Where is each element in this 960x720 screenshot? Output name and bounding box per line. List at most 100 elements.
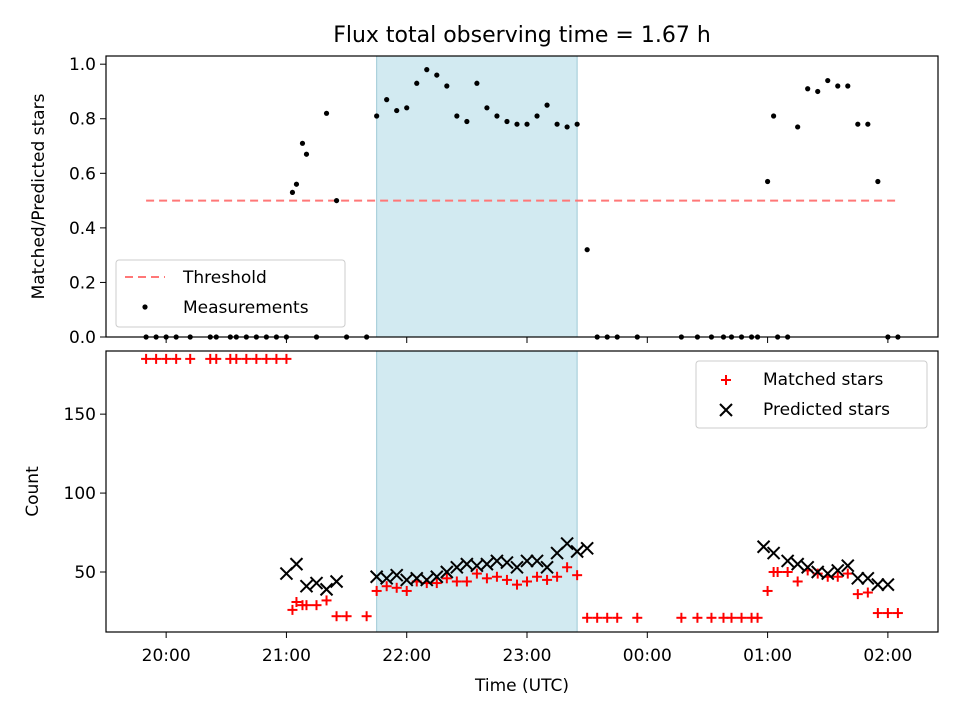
- matched-star-point: [401, 585, 412, 596]
- x-marker-b: [800, 560, 815, 574]
- measurement-point: [444, 83, 450, 89]
- top-axes-frame: [105, 55, 939, 338]
- bottom-x-tick-label: 00:00: [623, 646, 672, 666]
- matched-star-point: [171, 353, 182, 364]
- top-y-tick-label: 0.2: [69, 273, 96, 293]
- measurement-point: [554, 121, 560, 127]
- predicted-star-point: [520, 554, 534, 568]
- bottom-y-axis-label: Count: [23, 466, 43, 517]
- bottom-x-tick-label: 20:00: [142, 646, 191, 666]
- bottom-panel: 50 100 150 20:00 21:00 22:00 23:00 00:00 01:00 0…: [23, 350, 939, 696]
- x-marker-b: [510, 560, 524, 574]
- matched-star-point: [832, 571, 843, 582]
- measurement-point: [835, 83, 841, 89]
- x-marker-b: [540, 560, 554, 574]
- predicted-star-point: [530, 554, 544, 568]
- measurement-point: [795, 124, 801, 130]
- matched-star-point: [251, 353, 262, 364]
- predicted-star-point: [871, 577, 885, 592]
- x-marker-b: [500, 555, 514, 570]
- measurement-points: [143, 67, 901, 340]
- matched-star-point: [151, 353, 162, 364]
- matched-star-point: [361, 611, 372, 622]
- bottom-legend-box: [695, 360, 928, 429]
- matched-star-point: [782, 567, 793, 578]
- matched-star-point: [141, 353, 152, 364]
- measurement-point: [434, 72, 440, 78]
- matched-star-point: [501, 574, 512, 585]
- matched-star-point: [762, 585, 773, 596]
- matched-star-point: [522, 576, 533, 587]
- x-marker-b: [450, 560, 464, 574]
- matched-star-point: [692, 612, 703, 623]
- matched-star-point: [381, 581, 392, 592]
- matched-star-point: [706, 612, 717, 623]
- measurement-point: [464, 118, 470, 125]
- bottom-y-tick-label: 100: [64, 484, 96, 504]
- x-marker-b: [580, 541, 594, 556]
- matched-star-point: [632, 612, 643, 623]
- x-marker-b: [400, 573, 414, 587]
- predicted-star-point: [289, 557, 304, 571]
- predicted-star-point: [440, 565, 454, 579]
- predicted-star-point: [831, 563, 845, 578]
- chart-title: Flux total observing time = 1.67 h: [333, 23, 711, 48]
- x-marker-b: [309, 576, 324, 590]
- predicted-star-point: [756, 540, 771, 554]
- x-marker-b: [881, 577, 895, 592]
- measurement-point: [865, 121, 871, 127]
- x-marker-b: [570, 544, 584, 559]
- x-marker-b: [289, 557, 304, 571]
- matched-star-point: [161, 353, 172, 364]
- measurement-point: [544, 102, 550, 108]
- legend-matched-swatch: [721, 375, 731, 385]
- predicted-star-point: [450, 560, 464, 574]
- x-marker-b: [389, 568, 404, 582]
- x-marker-b: [821, 566, 835, 581]
- measurement-point: [504, 118, 510, 125]
- matched-star-point: [892, 608, 903, 619]
- measurement-point: [303, 151, 310, 157]
- matched-star-point: [261, 353, 272, 364]
- bottom-legend: Matched stars Predicted stars: [695, 360, 928, 429]
- x-marker-b: [440, 565, 454, 579]
- x-marker-b: [530, 554, 544, 568]
- matched-star-point: [481, 573, 492, 584]
- legend-measurements-swatch: [142, 304, 148, 310]
- top-x-ticks: [165, 337, 889, 343]
- measurement-point: [815, 88, 821, 95]
- matched-star-point: [532, 571, 543, 582]
- bottom-x-tick-label: 02:00: [863, 646, 912, 666]
- measurement-point: [333, 197, 340, 204]
- matched-star-point: [311, 600, 322, 611]
- matched-star-point: [511, 579, 522, 590]
- measurement-point: [805, 86, 811, 92]
- measurement-point: [424, 67, 430, 73]
- matched-star-point: [231, 353, 242, 364]
- matched-star-point: [491, 571, 502, 582]
- measurement-point: [323, 110, 330, 116]
- predicted-star-point: [851, 571, 865, 586]
- predicted-star-point: [480, 557, 494, 571]
- legend-measurements-label: Measurements: [183, 298, 309, 318]
- legend-x-glyph: [719, 403, 733, 417]
- predicted-star-point: [500, 555, 514, 570]
- measurement-point: [374, 113, 380, 119]
- x-marker-b: [420, 573, 434, 587]
- bottom-x-tick-label: 23:00: [503, 646, 552, 666]
- bottom-axes-frame: [105, 350, 939, 633]
- predicted-star-point: [379, 571, 394, 586]
- matched-star-point: [461, 576, 472, 587]
- matched-star-point: [391, 582, 402, 593]
- matched-star-point: [676, 612, 687, 623]
- matched-star-point: [552, 571, 563, 582]
- bottom-x-tick-label: 01:00: [743, 646, 792, 666]
- bottom-observing-span: [376, 350, 578, 633]
- top-y-ticks: 0.0 0.2 0.4 0.6 0.8 1.0: [69, 55, 106, 348]
- matched-star-point: [852, 589, 863, 600]
- top-legend-box: [115, 259, 346, 328]
- bottom-y-tick-label: 150: [64, 405, 96, 425]
- legend-matched-label: Matched stars: [763, 370, 883, 390]
- predicted-star-point: [560, 536, 574, 551]
